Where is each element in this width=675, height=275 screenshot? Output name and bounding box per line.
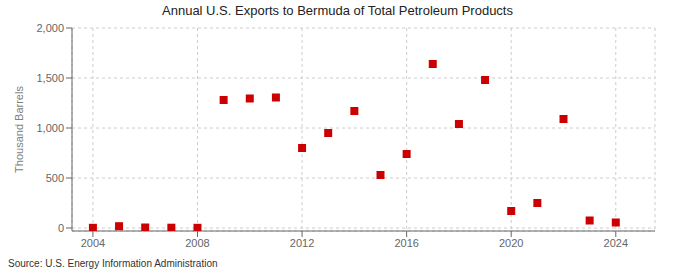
svg-text:1,500: 1,500 bbox=[36, 72, 64, 84]
svg-text:2020: 2020 bbox=[499, 237, 523, 249]
svg-text:2,000: 2,000 bbox=[36, 22, 64, 34]
svg-text:2004: 2004 bbox=[81, 237, 105, 249]
svg-text:Thousand Barrels: Thousand Barrels bbox=[13, 86, 25, 173]
svg-text:500: 500 bbox=[46, 172, 64, 184]
svg-text:2008: 2008 bbox=[185, 237, 209, 249]
svg-text:2012: 2012 bbox=[290, 237, 314, 249]
html-text:Source: U.S. Energy Informatio: Source: U.S. Energy Information Administ… bbox=[8, 258, 218, 269]
svg-text:2024: 2024 bbox=[604, 237, 628, 249]
svg-text:2016: 2016 bbox=[394, 237, 418, 249]
html-text:Annual U.S. Exports to Bermuda: Annual U.S. Exports to Bermuda of Total … bbox=[162, 3, 513, 18]
svg-text:1,000: 1,000 bbox=[36, 122, 64, 134]
svg-text:0: 0 bbox=[58, 222, 64, 234]
